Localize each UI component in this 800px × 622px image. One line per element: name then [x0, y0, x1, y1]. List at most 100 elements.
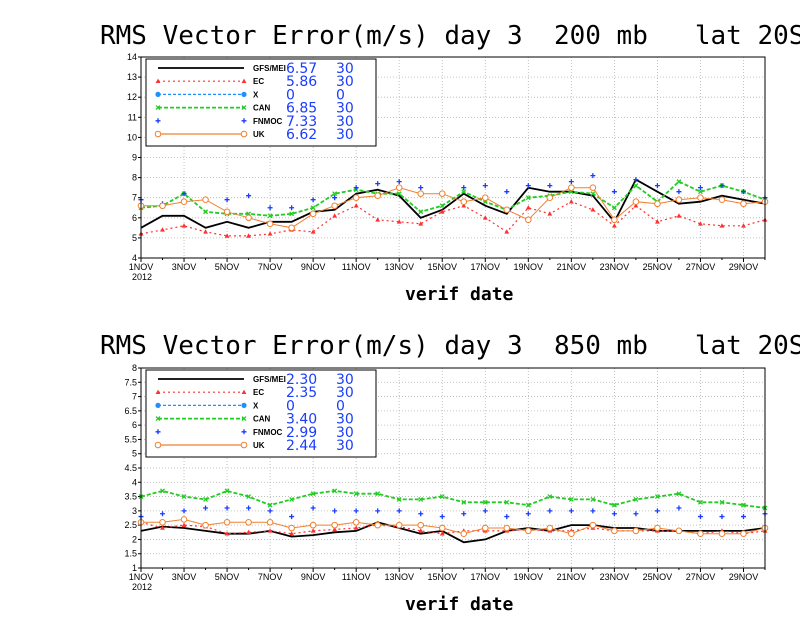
- legend-marker-fnmoc: [155, 429, 161, 435]
- plot-frame: [140, 56, 766, 259]
- legend-stat: 7.33: [286, 114, 317, 130]
- data-point-uk: [266, 518, 274, 526]
- y-tick-label: 3.5: [124, 492, 137, 502]
- legend-marker-can: [241, 416, 247, 422]
- x-tick-label: 29NOV: [729, 262, 759, 272]
- legend-label: EC: [253, 77, 264, 86]
- legend: GFS/MEI 6.57 30 EC 5.86 30 X 0 0 CAN 6.85 30 FNMOC 7.…: [145, 58, 377, 147]
- data-point-can: [719, 499, 725, 505]
- legend-marker-fnmoc: [155, 118, 161, 124]
- data-point-can: [267, 213, 273, 219]
- data-point-fnmoc: [396, 179, 402, 185]
- legend-label: GFS/MEI: [253, 64, 286, 73]
- data-point-can: [611, 502, 617, 508]
- data-point-uk: [180, 198, 188, 206]
- data-point-can: [676, 491, 682, 497]
- legend-label: FNMOC: [253, 117, 283, 126]
- legend-marker-uk: [154, 441, 162, 449]
- x-tick-label: 11NOV: [342, 262, 371, 272]
- data-point-can: [160, 488, 165, 494]
- legend-label: X: [253, 401, 259, 410]
- data-point-fnmoc: [267, 508, 273, 514]
- data-point-uk: [460, 198, 468, 206]
- data-point-ec: [332, 213, 338, 218]
- legend-label: CAN: [253, 415, 271, 424]
- x-tick-label: 19NOV: [514, 262, 544, 272]
- data-point-fnmoc: [740, 189, 746, 195]
- x-tick-label: 17NOV: [471, 572, 501, 582]
- data-point-uk: [202, 196, 209, 204]
- legend-count: 30: [336, 385, 354, 401]
- data-point-can: [332, 488, 338, 494]
- x-tick-label: 3NOV: [172, 572, 197, 582]
- data-point-can: [224, 488, 230, 494]
- y-tick-label: 6: [132, 213, 137, 223]
- y-tick-label: 1.5: [124, 549, 137, 559]
- legend-label: GFS/MEI: [253, 375, 286, 384]
- legend-label: UK: [253, 130, 265, 139]
- data-point-can: [332, 191, 338, 197]
- data-point-fnmoc: [332, 508, 338, 514]
- data-point-fnmoc: [525, 183, 531, 189]
- data-point-fnmoc: [568, 179, 574, 185]
- data-point-uk: [654, 200, 661, 208]
- data-point-fnmoc: [676, 505, 682, 511]
- data-point-uk: [374, 521, 381, 529]
- data-point-uk: [288, 524, 295, 532]
- chart-title-850mb: RMS Vector Error(m/s) day 3 850 mb lat 2…: [100, 331, 800, 361]
- data-point-uk: [417, 521, 425, 529]
- series-uk: [137, 516, 769, 538]
- legend-count: 30: [336, 74, 354, 90]
- data-point-can: [697, 499, 703, 505]
- legend-marker-uk: [240, 441, 248, 449]
- data-point-ec: [418, 221, 424, 226]
- data-point-fnmoc: [525, 511, 531, 517]
- data-point-uk: [632, 527, 640, 535]
- data-point-uk: [417, 190, 425, 197]
- data-point-can: [504, 499, 510, 505]
- data-point-uk: [395, 521, 403, 529]
- legend-label: CAN: [253, 104, 271, 113]
- legend-stat: 2.99: [286, 425, 317, 441]
- data-point-fnmoc: [654, 508, 660, 514]
- legend-count: 30: [336, 101, 354, 117]
- x-tick-label: 25NOV: [643, 262, 673, 272]
- y-tick-label: 8: [132, 363, 137, 373]
- data-point-can: [741, 502, 746, 508]
- x-tick-label: 15NOV: [427, 262, 457, 272]
- data-point-can: [590, 191, 596, 197]
- legend-count: 30: [336, 61, 354, 77]
- y-tick-label: 10: [127, 132, 137, 142]
- data-point-can: [203, 496, 209, 502]
- data-point-uk: [697, 194, 704, 201]
- data-point-can: [525, 502, 531, 508]
- series-line-uk: [141, 187, 766, 229]
- data-point-ec: [160, 227, 165, 232]
- legend-count: 30: [336, 114, 354, 130]
- data-point-fnmoc: [289, 514, 295, 520]
- data-point-uk: [525, 527, 532, 535]
- x-tick-label: 9NOV: [301, 572, 326, 582]
- series-line-ec: [140, 521, 766, 535]
- y-tick-label: 8: [132, 173, 137, 183]
- data-point-fnmoc: [590, 508, 596, 514]
- data-point-uk: [568, 530, 575, 538]
- data-point-uk: [309, 521, 317, 529]
- legend-box: [145, 58, 377, 147]
- data-point-uk: [331, 521, 338, 529]
- x-tick-label: 1NOV: [129, 572, 154, 582]
- data-point-ec: [332, 526, 338, 532]
- data-point-ec: [181, 522, 187, 527]
- data-point-uk: [675, 527, 683, 535]
- data-point-can: [396, 191, 402, 197]
- x-tick-label: 19NOV: [514, 572, 544, 582]
- legend-marker-fnmoc: [241, 118, 247, 124]
- data-point-fnmoc: [203, 505, 209, 511]
- series-line-can: [140, 489, 766, 509]
- data-point-fnmoc: [697, 514, 703, 520]
- legend-count: 30: [336, 372, 354, 388]
- legend-marker-can: [155, 105, 161, 111]
- data-point-fnmoc: [418, 511, 424, 517]
- data-point-can: [439, 203, 445, 209]
- legend-stat: 3.40: [286, 412, 317, 428]
